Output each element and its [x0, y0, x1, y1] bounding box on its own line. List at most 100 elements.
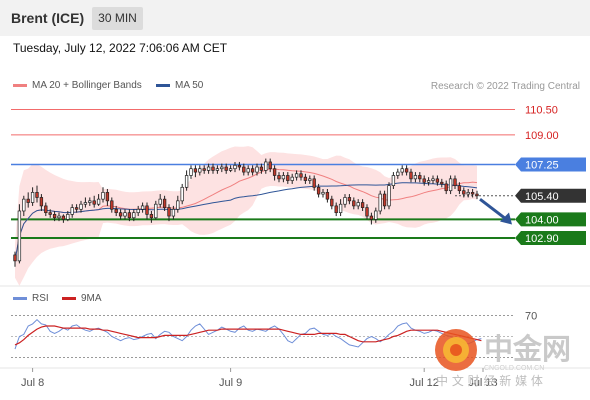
legend-rsi-label: RSI: [32, 293, 49, 304]
candle-body: [250, 168, 255, 173]
candle: [426, 177, 431, 186]
rsi-line: [14, 319, 482, 350]
candle: [184, 170, 189, 191]
candle-body: [272, 168, 277, 176]
candle: [202, 165, 206, 174]
candle: [123, 209, 127, 220]
candle-body: [338, 203, 343, 214]
candle-body: [79, 203, 83, 210]
x-tick-label: Jul 9: [219, 377, 242, 389]
candle: [290, 173, 294, 184]
candle-body: [378, 193, 382, 212]
candle: [193, 165, 198, 178]
candle: [13, 251, 17, 267]
candle-body: [176, 200, 180, 210]
candle-body: [382, 193, 387, 207]
candle-body: [360, 202, 365, 208]
candle: [237, 161, 242, 171]
candle: [158, 194, 162, 208]
candle-body: [281, 175, 286, 180]
candle-body: [92, 200, 96, 205]
candle-body: [105, 192, 110, 202]
candle: [286, 172, 290, 184]
candle: [360, 199, 365, 211]
candle-body: [422, 178, 426, 183]
candle: [303, 173, 308, 184]
candle: [352, 197, 356, 210]
header-bar: Brent (ICE) 30 MIN: [0, 0, 590, 36]
candle-body: [127, 212, 132, 219]
candle: [118, 209, 123, 220]
candle-body: [74, 207, 79, 210]
candle: [462, 187, 466, 198]
watermark-logo: 中金网 CNGOLD.COM.CN 中 文 财 经 新 媒 体: [435, 329, 571, 388]
legend-rsi-ma: 9MA: [62, 293, 102, 304]
candle-body: [268, 161, 272, 170]
candle-body: [347, 197, 352, 202]
candle: [391, 172, 396, 189]
candle-body: [26, 198, 30, 203]
candle-body: [457, 185, 462, 192]
legend-ma50: MA 50: [156, 80, 203, 91]
candle-body: [391, 175, 396, 186]
timeframe-button[interactable]: 30 MIN: [92, 7, 143, 30]
candle-body: [22, 198, 26, 212]
candle-body: [435, 178, 440, 183]
candle: [308, 175, 312, 184]
candle-body: [171, 208, 176, 217]
candle-body: [206, 166, 211, 171]
candle-body: [316, 186, 321, 195]
forecast-arrow: [479, 197, 509, 222]
candle: [162, 195, 167, 211]
candle-body: [220, 166, 224, 170]
candle-body: [426, 180, 431, 183]
candle: [136, 205, 140, 217]
candle-body: [400, 168, 404, 173]
candle: [470, 189, 475, 198]
candle: [215, 165, 220, 174]
candle: [264, 158, 268, 174]
candle-body: [228, 168, 233, 171]
candle: [277, 172, 281, 183]
candle: [374, 207, 378, 223]
candle: [57, 212, 61, 222]
candle-body: [444, 183, 448, 192]
candle: [52, 210, 57, 222]
candle-body: [211, 166, 215, 171]
legend-rsi: RSI: [13, 293, 49, 304]
legend-ma20-label: MA 20 + Bollinger Bands: [32, 80, 142, 91]
rsi-ma-line: [14, 325, 482, 346]
candle: [316, 183, 321, 198]
candle: [132, 209, 136, 222]
x-tick-label: Jul 12: [410, 377, 439, 389]
candle-body: [118, 212, 123, 217]
candle: [26, 192, 30, 208]
candle-body: [39, 197, 44, 207]
candle-body: [110, 200, 114, 210]
candle-body: [242, 166, 246, 173]
watermark-brand: 中金网: [484, 332, 571, 366]
candle-body: [404, 168, 409, 173]
candle-body: [365, 207, 369, 217]
ma50-swatch: [156, 83, 170, 87]
candle: [312, 175, 316, 191]
candle: [149, 210, 154, 223]
candle: [330, 195, 334, 210]
candle-body: [52, 214, 57, 219]
resistance-label: 110.50: [525, 105, 558, 117]
candle: [114, 205, 118, 217]
candle-body: [140, 205, 145, 210]
candle-body: [61, 215, 66, 220]
candle-body: [356, 202, 360, 207]
candle: [83, 197, 88, 208]
candle: [198, 165, 202, 176]
candle-body: [30, 192, 35, 203]
candle-body: [136, 208, 140, 214]
watermark-tagline: 中 文 财 经 新 媒 体: [436, 373, 543, 388]
candle-body: [162, 198, 167, 208]
candle-body: [193, 168, 198, 173]
candle: [180, 183, 184, 205]
x-tick-label: Jul 8: [21, 377, 44, 389]
candle-body: [440, 181, 444, 185]
